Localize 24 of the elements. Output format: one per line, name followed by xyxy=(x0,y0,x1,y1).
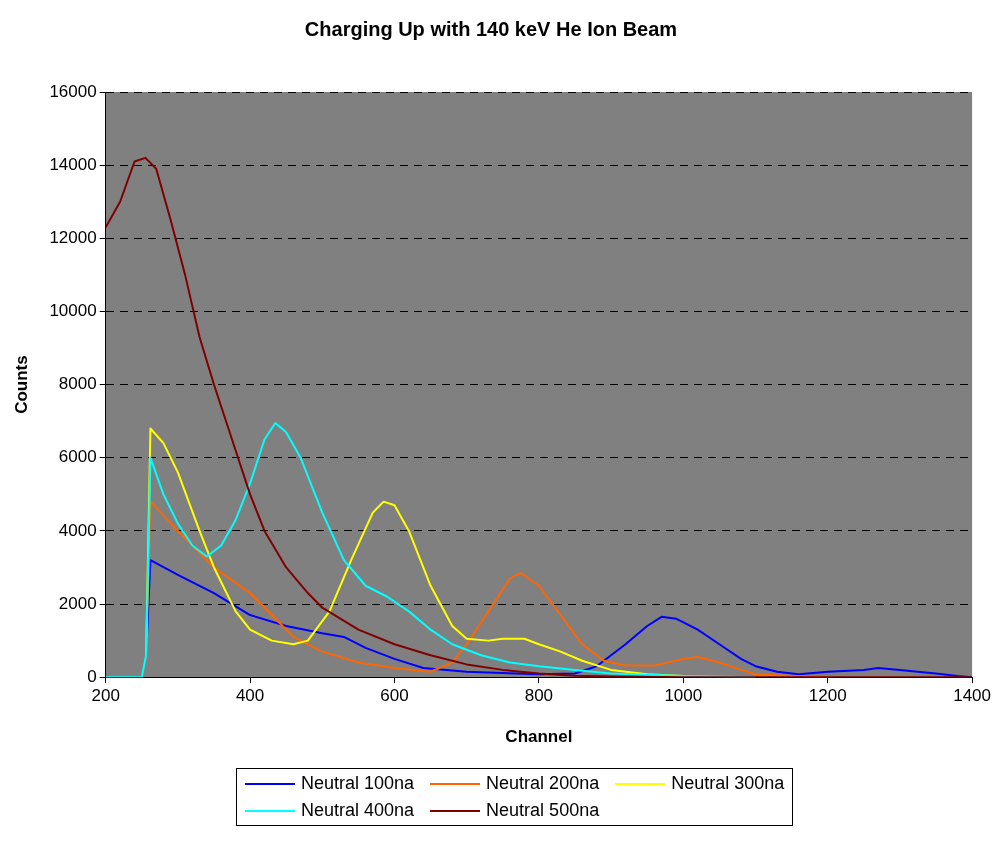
y-tick-label: 8000 xyxy=(58,374,97,394)
chart-title: Charging Up with 140 keV He Ion Beam xyxy=(304,17,678,40)
y-tick-label: 14000 xyxy=(49,154,97,174)
legend-label: Neutral 500na xyxy=(486,800,600,821)
legend-label: Neutral 200na xyxy=(486,773,600,794)
x-axis-title: Channel xyxy=(505,727,573,747)
y-tick-label: 12000 xyxy=(49,227,97,247)
x-tick-label: 800 xyxy=(524,686,554,706)
x-tick-label: 600 xyxy=(380,686,409,706)
y-tick-label: 10000 xyxy=(49,301,97,321)
y-tick-label: 2000 xyxy=(58,593,97,613)
legend-label: Neutral 400na xyxy=(301,800,415,821)
legend-label: Neutral 300na xyxy=(671,773,785,794)
x-tick-label: 1400 xyxy=(953,686,991,706)
y-axis-title: Counts xyxy=(11,355,31,414)
y-tick-label: 6000 xyxy=(58,447,97,467)
x-tick-label: 400 xyxy=(235,686,265,706)
y-tick-label: 0 xyxy=(87,666,97,686)
x-tick-label: 1200 xyxy=(808,686,847,706)
legend-label: Neutral 100na xyxy=(301,773,415,794)
y-tick-label: 16000 xyxy=(49,81,97,101)
x-tick-label: 1000 xyxy=(664,686,703,706)
x-tick-label: 200 xyxy=(91,686,120,706)
y-tick-label: 4000 xyxy=(58,520,97,540)
